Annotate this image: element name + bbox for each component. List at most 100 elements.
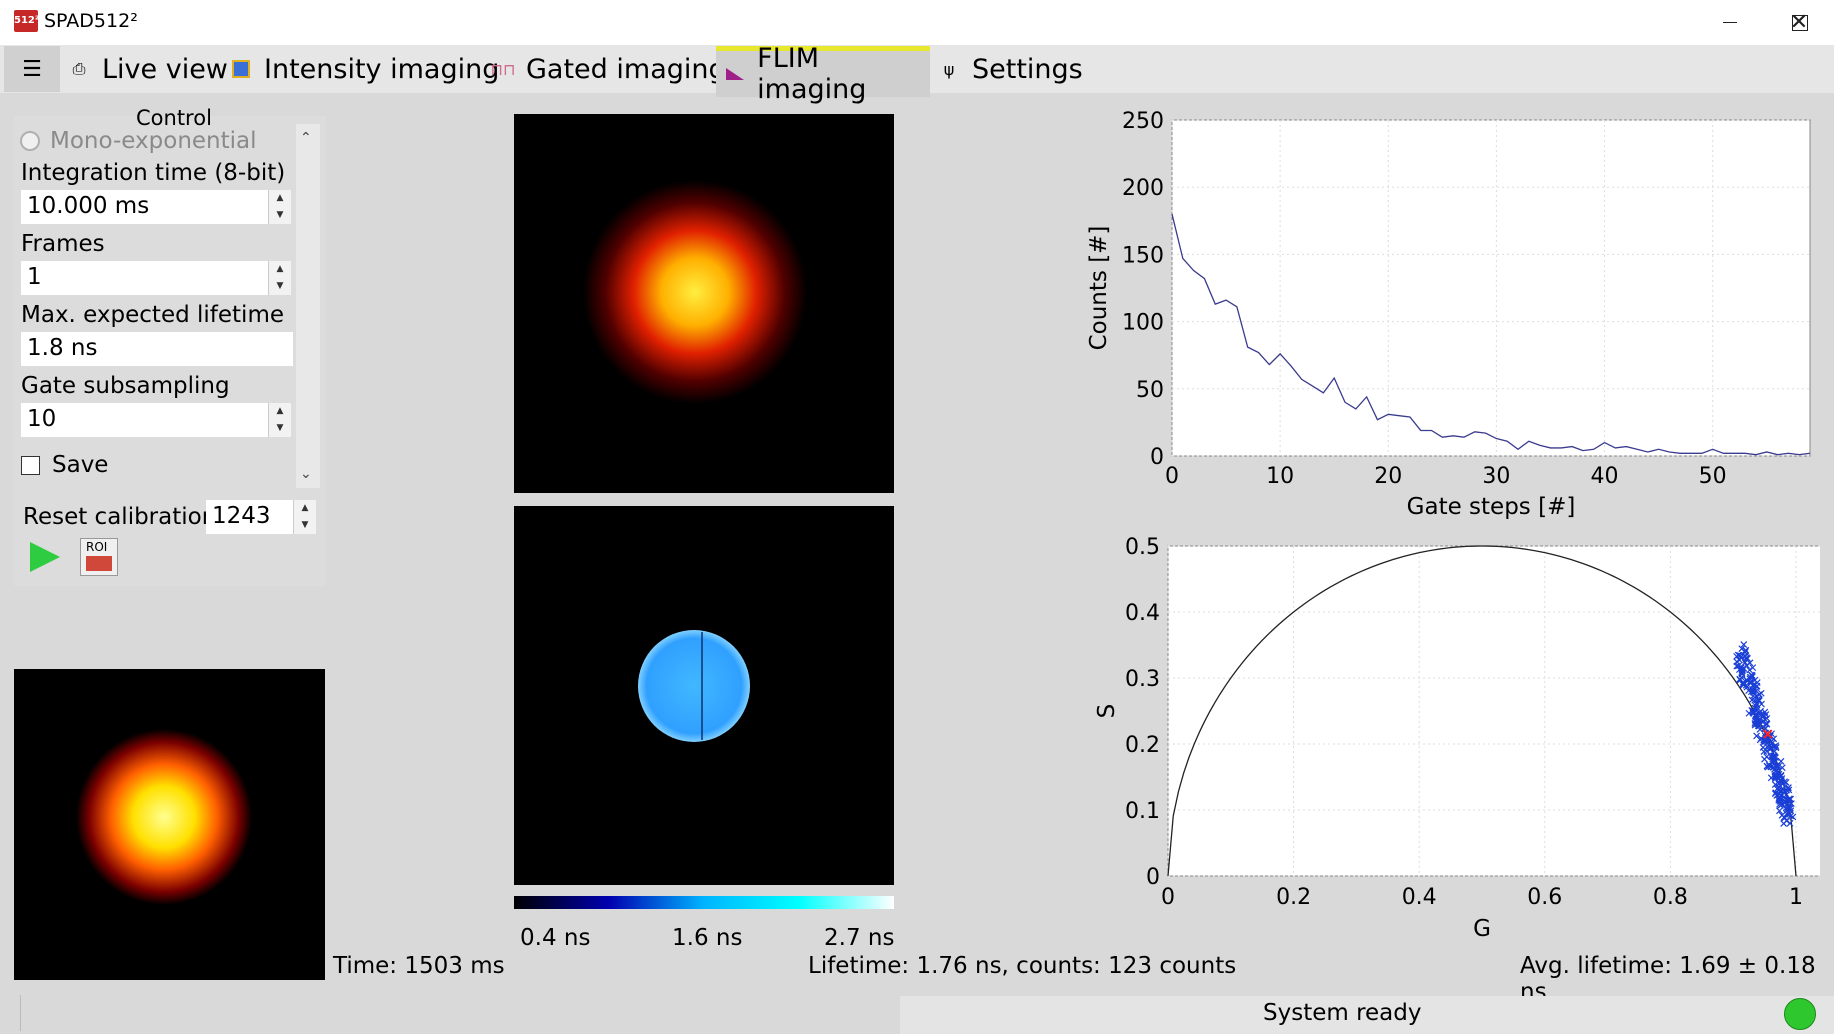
scroll-down-icon[interactable]: ⌄ <box>300 466 312 482</box>
tab-gated-imaging[interactable]: ⊓⊓ Gated imaging <box>490 46 726 92</box>
phasor-point <box>1784 809 1792 817</box>
gate-subsampling-value: 10 <box>27 406 57 432</box>
tab-label: Intensity imaging <box>264 53 500 85</box>
max-lifetime-input[interactable]: 1.8 ns <box>21 332 293 366</box>
phasor-point <box>1743 662 1751 669</box>
tab-label: Gated imaging <box>526 53 726 85</box>
tab-flim-imaging[interactable]: FLIM imaging <box>716 43 930 105</box>
phasor-x-tick-label: 0.6 <box>1527 885 1562 910</box>
phasor-point <box>1738 645 1746 653</box>
menu-button[interactable]: ☰ <box>4 46 60 92</box>
phasor-point <box>1775 783 1783 791</box>
minimize-icon <box>1723 22 1737 23</box>
decay-icon <box>724 63 745 85</box>
phasor-point <box>1753 679 1761 687</box>
phasor-y-axis-label: S <box>1094 704 1120 719</box>
frames-label: Frames <box>21 231 105 257</box>
scroll-up-icon[interactable]: ⌃ <box>300 130 312 146</box>
roi-icon <box>86 556 112 571</box>
close-button[interactable]: ✕ <box>1764 0 1834 45</box>
phasor-center-point <box>1763 729 1773 739</box>
integration-time-input[interactable]: 10.000 ms ▲ ▼ <box>21 190 291 224</box>
phasor-point <box>1785 786 1793 794</box>
frames-input[interactable]: 1 ▲ ▼ <box>21 261 291 295</box>
phasor-point <box>1760 736 1768 744</box>
decay-x-tick-label: 20 <box>1374 464 1402 489</box>
control-scrollbar[interactable] <box>296 124 320 488</box>
gate-subsampling-input[interactable]: 10 ▲ ▼ <box>21 403 291 437</box>
phasor-point <box>1776 807 1783 815</box>
hamburger-icon: ☰ <box>22 56 42 82</box>
tab-label: Settings <box>972 53 1083 85</box>
decay-plot-area <box>1171 119 1811 457</box>
time-readout: Time: 1503 ms <box>333 953 505 979</box>
decay-y-tick-label: 150 <box>1122 243 1164 268</box>
phasor-point <box>1754 695 1762 703</box>
phasor-point <box>1735 651 1743 659</box>
phasor-point <box>1767 752 1775 760</box>
control-title: Control <box>136 106 212 130</box>
camera-icon: ⎙ <box>72 59 86 78</box>
phasor-x-tick-label: 0.2 <box>1276 885 1311 910</box>
mono-exponential-radio[interactable]: Mono-exponential <box>20 128 257 154</box>
phasor-x-tick-label: 0 <box>1161 885 1175 910</box>
decay-x-tick-label: 30 <box>1482 464 1510 489</box>
phasor-y-tick-label: 0.3 <box>1125 667 1160 692</box>
window-title: SPAD512² <box>44 10 138 32</box>
minimize-button[interactable] <box>1695 0 1765 45</box>
tab-intensity-imaging[interactable]: Intensity imaging <box>230 46 499 92</box>
phasor-point <box>1741 680 1749 688</box>
reset-calibration-label: Reset calibration <box>23 504 217 530</box>
app-logo-icon: 512² <box>14 10 39 32</box>
maximize-button[interactable] <box>1765 0 1834 45</box>
phasor-point <box>1748 671 1756 679</box>
title-bar <box>0 0 1834 46</box>
phasor-point <box>1771 748 1778 755</box>
phasor-y-tick-label: 0.4 <box>1125 601 1160 626</box>
tab-live-view[interactable]: ⎙ Live view <box>68 46 228 92</box>
phasor-point <box>1780 789 1788 797</box>
phasor-point <box>1753 732 1761 740</box>
decay-x-tick-label: 10 <box>1266 464 1294 489</box>
reset-calibration-value: 1243 <box>212 503 271 529</box>
gate-subsampling-label: Gate subsampling <box>21 373 230 399</box>
reset-calibration-input[interactable]: 1243 ▲ ▼ <box>206 500 316 534</box>
spin-arrows-icon[interactable]: ▲ ▼ <box>268 261 291 295</box>
usb-icon: ψ <box>943 59 955 79</box>
maximize-icon <box>1792 14 1808 31</box>
integration-time-label: Integration time (8-bit) <box>21 160 286 186</box>
phasor-point <box>1745 687 1753 695</box>
colorbar-min-label: 0.4 ns <box>520 925 591 951</box>
lifetime-readout: Lifetime: 1.76 ns, counts: 123 counts <box>808 953 1237 979</box>
decay-x-axis-label: Gate steps [#] <box>1407 494 1576 520</box>
decay-x-tick-label: 0 <box>1165 464 1179 489</box>
phasor-y-tick-label: 0.2 <box>1125 733 1160 758</box>
roi-button[interactable]: ROI <box>80 538 118 576</box>
lifetime-colorbar <box>514 896 894 909</box>
intensity-spot <box>583 180 807 404</box>
phasor-point <box>1772 772 1780 779</box>
phasor-y-tick-label: 0.1 <box>1125 799 1160 824</box>
phasor-point <box>1782 804 1790 812</box>
tab-label: FLIM imaging <box>757 43 867 105</box>
checkbox-icon <box>21 455 40 475</box>
phasor-point <box>1767 738 1775 746</box>
save-checkbox[interactable]: Save <box>21 452 108 478</box>
spin-arrows-icon[interactable]: ▲ ▼ <box>268 190 291 224</box>
decay-y-tick-label: 0 <box>1150 445 1164 470</box>
decay-y-tick-label: 200 <box>1122 176 1164 201</box>
phasor-point <box>1738 670 1746 678</box>
avg-lifetime-readout: Avg. lifetime: 1.69 ± 0.18 ns <box>1520 953 1816 1005</box>
spin-arrows-icon[interactable]: ▲ ▼ <box>268 403 291 437</box>
status-text: System ready <box>1263 1000 1422 1026</box>
decay-y-tick-label: 100 <box>1122 311 1164 336</box>
phasor-point <box>1750 689 1758 697</box>
spin-arrows-icon[interactable]: ▲ ▼ <box>293 500 316 534</box>
phasor-point <box>1772 744 1780 751</box>
frames-value: 1 <box>27 264 42 290</box>
tab-settings[interactable]: ψ Settings <box>938 46 1083 92</box>
play-button[interactable] <box>30 542 60 572</box>
phasor-point <box>1780 820 1788 828</box>
gates-icon: ⊓⊓ <box>490 59 516 79</box>
decay-y-tick-label: 250 <box>1122 109 1164 134</box>
